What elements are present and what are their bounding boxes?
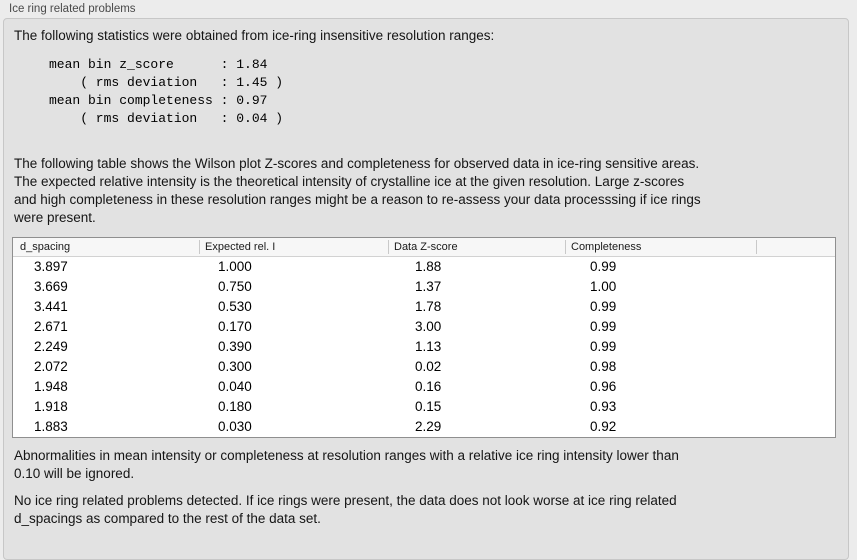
table-cell: 3.00 [415, 319, 442, 334]
table-cell-filler [757, 277, 835, 297]
table-cell: 0.180 [218, 399, 252, 414]
table-cell: 1.918 [34, 399, 68, 414]
column-header-expected-rel-i[interactable]: Expected rel. I [200, 238, 389, 256]
table-row[interactable]: 3.669 0.750 1.37 1.00 [13, 277, 835, 297]
ice-ring-panel: The following statistics were obtained f… [3, 18, 849, 560]
table-row[interactable]: 3.441 0.530 1.78 0.99 [13, 297, 835, 317]
table-cell: 1.88 [415, 259, 442, 274]
table-cell: 1.948 [34, 379, 68, 394]
table-row[interactable]: 2.249 0.390 1.13 0.99 [13, 337, 835, 357]
ignore-note-text: Abnormalities in mean intensity or compl… [14, 448, 679, 481]
table-cell: 0.92 [590, 419, 617, 434]
table-cell: 0.300 [218, 359, 252, 374]
column-header-completeness[interactable]: Completeness [566, 238, 757, 256]
column-header-data-z-score[interactable]: Data Z-score [389, 238, 566, 256]
ice-ring-table: d_spacing Expected rel. I Data Z-score C… [12, 237, 836, 438]
table-row[interactable]: 1.918 0.180 0.15 0.93 [13, 397, 835, 417]
table-cell-filler [757, 377, 835, 397]
table-cell-filler [757, 417, 835, 437]
table-cell: 0.530 [218, 299, 252, 314]
table-cell: 0.98 [590, 359, 617, 374]
table-cell: 0.02 [415, 359, 442, 374]
table-cell: 0.99 [590, 259, 617, 274]
table-cell: 1.883 [34, 419, 68, 434]
table-cell: 0.99 [590, 339, 617, 354]
table-row[interactable]: 1.883 0.030 2.29 0.92 [13, 417, 835, 437]
table-cell: 0.15 [415, 399, 442, 414]
table-cell-filler [757, 397, 835, 417]
table-cell: 2.249 [34, 339, 68, 354]
table-cell: 0.99 [590, 299, 617, 314]
table-cell: 0.040 [218, 379, 252, 394]
table-cell: 0.030 [218, 419, 252, 434]
table-row[interactable]: 2.671 0.170 3.00 0.99 [13, 317, 835, 337]
table-cell: 0.16 [415, 379, 442, 394]
table-cell: 0.93 [590, 399, 617, 414]
table-cell: 3.669 [34, 279, 68, 294]
table-cell: 0.96 [590, 379, 617, 394]
table-cell-filler [757, 357, 835, 377]
table-cell-filler [757, 297, 835, 317]
column-header-filler [757, 238, 835, 256]
table-cell: 1.000 [218, 259, 252, 274]
table-cell: 1.78 [415, 299, 442, 314]
group-box-title: Ice ring related problems [9, 3, 136, 15]
table-cell: 3.441 [34, 299, 68, 314]
table-cell-filler [757, 337, 835, 357]
table-cell: 0.750 [218, 279, 252, 294]
table-row[interactable]: 1.948 0.040 0.16 0.96 [13, 377, 835, 397]
table-cell: 3.897 [34, 259, 68, 274]
ice-ring-table-body: 3.897 1.000 1.88 0.99 3.669 0.750 1.37 1.00 3.44… [13, 257, 835, 437]
table-cell: 1.37 [415, 279, 442, 294]
table-cell: 1.13 [415, 339, 442, 354]
stats-block: mean bin z_score : 1.84 ( rms deviation … [49, 57, 284, 126]
table-cell: 0.99 [590, 319, 617, 334]
table-cell: 1.00 [590, 279, 617, 294]
stats-intro-text: The following statistics were obtained f… [14, 28, 495, 43]
table-cell: 2.29 [415, 419, 442, 434]
ice-ring-table-header: d_spacing Expected rel. I Data Z-score C… [13, 238, 835, 257]
table-cell: 2.072 [34, 359, 68, 374]
table-description-text: The following table shows the Wilson plo… [14, 156, 701, 225]
table-cell-filler [757, 317, 835, 337]
table-cell: 0.170 [218, 319, 252, 334]
table-cell: 2.671 [34, 319, 68, 334]
table-cell-filler [757, 257, 835, 277]
table-row[interactable]: 2.072 0.300 0.02 0.98 [13, 357, 835, 377]
conclusion-text: No ice ring related problems detected. I… [14, 493, 677, 526]
column-header-d-spacing[interactable]: d_spacing [13, 238, 200, 256]
table-row[interactable]: 3.897 1.000 1.88 0.99 [13, 257, 835, 277]
table-cell: 0.390 [218, 339, 252, 354]
